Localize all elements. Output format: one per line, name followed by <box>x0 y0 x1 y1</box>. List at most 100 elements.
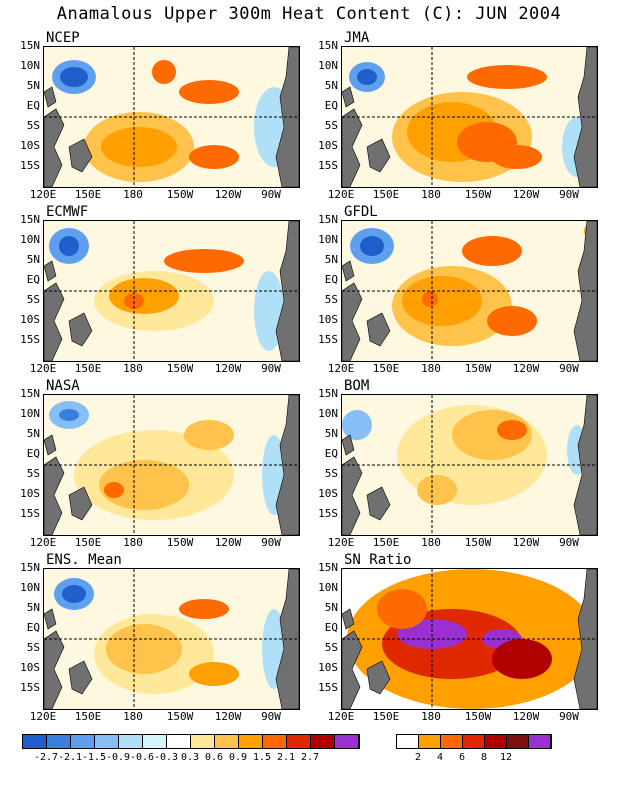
colorbar-swatch <box>143 735 167 748</box>
lat-label: EQ <box>26 621 40 634</box>
lon-label: 180 <box>421 536 441 549</box>
lat-label: 10N <box>20 233 40 246</box>
contour-blob <box>101 127 177 167</box>
contour-blob <box>189 662 239 686</box>
lat-label: 15N <box>318 561 338 574</box>
colorbar-swatch <box>119 735 143 748</box>
lat-label: 10N <box>20 581 40 594</box>
panel-title-ncep: NCEP <box>46 30 80 46</box>
lon-label: 120W <box>512 362 540 375</box>
lat-label: 10N <box>318 59 338 72</box>
map-panel-ens-mean <box>43 568 300 710</box>
panel-title-bom: BOM <box>344 378 370 394</box>
contour-blob <box>492 639 552 679</box>
colorbar-label: 0.9 <box>229 752 248 763</box>
map-panel-gfdl <box>341 220 598 362</box>
contour-blob <box>497 420 527 440</box>
colorbar-label: 8 <box>481 752 488 763</box>
contour-blob <box>402 276 482 326</box>
lat-label: 15S <box>20 507 40 520</box>
map-panel-ecmwf <box>43 220 300 362</box>
lon-label: 90W <box>559 536 579 549</box>
lat-label: 5N <box>324 601 338 614</box>
lon-label: 120E <box>327 536 355 549</box>
lon-label: 150E <box>372 710 400 723</box>
colorbar-label: 1.5 <box>253 752 272 763</box>
land-mass <box>44 630 65 709</box>
lat-label: 15S <box>20 681 40 694</box>
colorbar-swatch <box>463 735 485 748</box>
lat-label: 5S <box>26 641 40 654</box>
lon-label: 180 <box>123 362 143 375</box>
lat-label: 5S <box>324 119 338 132</box>
contour-blob <box>377 589 427 629</box>
map-panel-sn-ratio <box>341 568 598 710</box>
lat-label: 10N <box>318 581 338 594</box>
map-panel-ncep <box>43 46 300 188</box>
lon-label: 120E <box>327 710 355 723</box>
map-canvas <box>342 395 597 535</box>
contour-blob <box>152 60 176 84</box>
contour-blob <box>164 249 244 273</box>
colorbar-swatch <box>263 735 287 748</box>
contour-blob <box>59 236 79 256</box>
lon-label: 120E <box>327 362 355 375</box>
colorbar-swatch <box>335 735 359 748</box>
contour-blob <box>360 236 384 256</box>
colorbar-swatch <box>529 735 551 748</box>
lon-label: 90W <box>559 188 579 201</box>
lon-label: 120W <box>214 362 242 375</box>
lon-label: 150E <box>74 536 102 549</box>
contour-blob <box>467 65 547 89</box>
land-mass <box>366 138 391 173</box>
map-canvas <box>44 569 299 709</box>
lat-label: 5N <box>26 601 40 614</box>
lat-label: 5S <box>324 641 338 654</box>
lat-label: 5N <box>324 253 338 266</box>
map-panel-jma <box>341 46 598 188</box>
colorbar-swatch <box>167 735 191 748</box>
contour-blob <box>487 306 537 336</box>
lat-label: 15S <box>318 681 338 694</box>
lon-label: 120E <box>29 362 57 375</box>
colorbar-swatch <box>191 735 215 748</box>
lon-label: 150E <box>74 710 102 723</box>
map-canvas <box>342 221 597 361</box>
contour-blob <box>104 482 124 498</box>
colorbar-swatch <box>397 735 419 748</box>
land-mass <box>342 86 355 108</box>
lon-label: 120E <box>29 188 57 201</box>
panel-title-jma: JMA <box>344 30 370 46</box>
lat-label: 10N <box>20 407 40 420</box>
map-canvas <box>44 221 299 361</box>
land-mass <box>68 660 93 695</box>
land-mass <box>44 108 65 187</box>
land-mass <box>68 312 93 347</box>
colorbar-swatch <box>23 735 47 748</box>
lat-label: EQ <box>26 99 40 112</box>
colorbar-swatch <box>95 735 119 748</box>
lat-label: 15S <box>20 159 40 172</box>
panel-title-sn-ratio: SN Ratio <box>344 552 412 568</box>
land-mass <box>275 221 299 361</box>
lat-label: 15S <box>318 333 338 346</box>
colorbar-swatch <box>215 735 239 748</box>
lon-label: 90W <box>559 710 579 723</box>
lon-label: 120W <box>512 536 540 549</box>
contour-blob <box>60 67 88 87</box>
lon-label: 120W <box>214 536 242 549</box>
map-panel-bom <box>341 394 598 536</box>
lat-label: 15S <box>318 507 338 520</box>
contour-blob <box>342 410 372 440</box>
land-mass <box>573 221 597 361</box>
lon-label: 120W <box>512 188 540 201</box>
land-mass <box>44 282 65 361</box>
lon-label: 150W <box>464 710 492 723</box>
land-mass <box>44 608 57 630</box>
map-canvas <box>44 47 299 187</box>
contour-blob <box>179 80 239 104</box>
lon-label: 180 <box>421 362 441 375</box>
lat-label: 10S <box>318 313 338 326</box>
contour-blob <box>106 624 182 674</box>
colorbar-label: 0.3 <box>181 752 200 763</box>
